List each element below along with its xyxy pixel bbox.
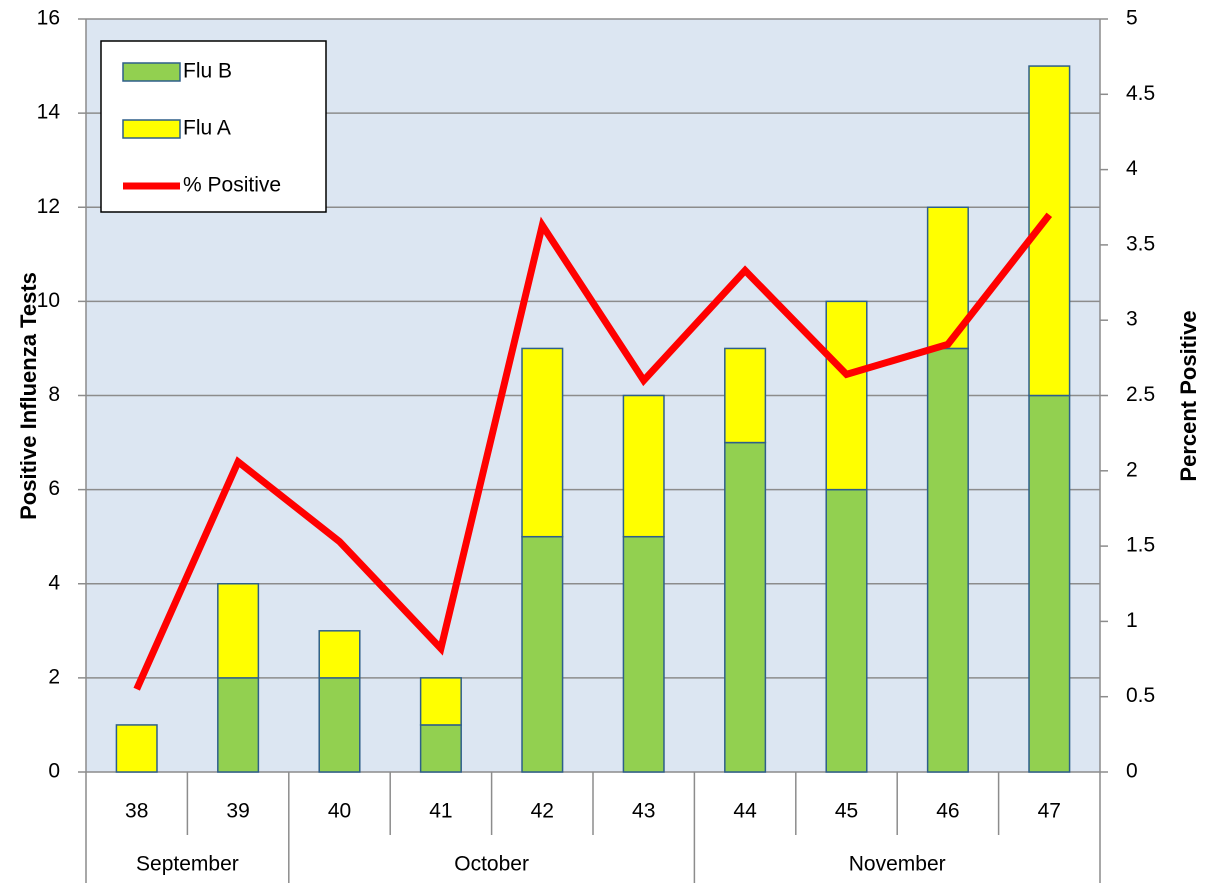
bar <box>724 441 767 773</box>
bar <box>622 535 665 773</box>
x-tick-label: 43 <box>632 800 655 823</box>
bar <box>419 724 462 773</box>
y2-tick-label: 2 <box>1126 458 1138 481</box>
bar <box>521 347 564 538</box>
legend-label: % Positive <box>183 174 281 197</box>
bar <box>318 630 361 679</box>
x-tick-label: 38 <box>125 800 148 823</box>
y2-tick-label: 0.5 <box>1126 684 1155 707</box>
y-tick-label: 16 <box>37 7 60 30</box>
y-tick-label: 4 <box>48 571 60 594</box>
y-tick-label: 0 <box>48 760 60 783</box>
x-tick-label: 47 <box>1038 800 1061 823</box>
y2-tick-label: 0 <box>1126 760 1138 783</box>
y-tick-label: 14 <box>37 101 61 124</box>
bar <box>926 347 969 773</box>
y-tick-label: 6 <box>48 477 60 500</box>
y2-tick-label: 1.5 <box>1126 534 1155 557</box>
y2-tick-label: 4 <box>1126 157 1138 180</box>
legend-swatch <box>122 119 181 139</box>
legend: Flu B Flu A % Positive <box>100 40 327 213</box>
bar <box>1028 394 1071 773</box>
y-tick-label: 2 <box>48 665 60 688</box>
x-tick-label: 41 <box>429 800 452 823</box>
x-tick-label: 40 <box>328 800 351 823</box>
group-label: November <box>849 853 946 876</box>
group-label: September <box>136 853 239 876</box>
y-tick-label: 8 <box>48 383 60 406</box>
y2-tick-label: 4.5 <box>1126 82 1155 105</box>
x-tick-label: 45 <box>835 800 858 823</box>
legend-label: Flu B <box>183 60 232 83</box>
y2-tick-label: 3 <box>1126 308 1138 331</box>
bar <box>115 724 158 773</box>
line <box>133 212 1053 691</box>
bar <box>217 677 260 773</box>
y2-tick-label: 3.5 <box>1126 232 1155 255</box>
bar <box>217 583 260 679</box>
x-tick-label: 39 <box>226 800 249 823</box>
y2-tick-label: 5 <box>1126 7 1138 30</box>
bar <box>825 488 868 773</box>
x-tick-label: 42 <box>531 800 554 823</box>
y-tick-label: 10 <box>37 289 60 312</box>
bar <box>825 300 868 491</box>
legend-label: Flu A <box>183 117 231 140</box>
x-tick-label: 46 <box>936 800 959 823</box>
bar <box>318 677 361 773</box>
bar <box>724 347 767 444</box>
y2-tick-label: 1 <box>1126 609 1138 632</box>
bar <box>419 677 462 726</box>
bar <box>622 394 665 538</box>
y-tick-label: 12 <box>37 195 60 218</box>
x-tick-label: 44 <box>733 800 757 823</box>
y2-tick-label: 2.5 <box>1126 383 1155 406</box>
group-label: October <box>454 853 529 876</box>
legend-swatch <box>122 62 181 82</box>
y2-axis-title: Percent Positive <box>1176 310 1201 481</box>
y-axis-title: Positive Influenza Tests <box>16 272 41 520</box>
bar <box>521 535 564 773</box>
